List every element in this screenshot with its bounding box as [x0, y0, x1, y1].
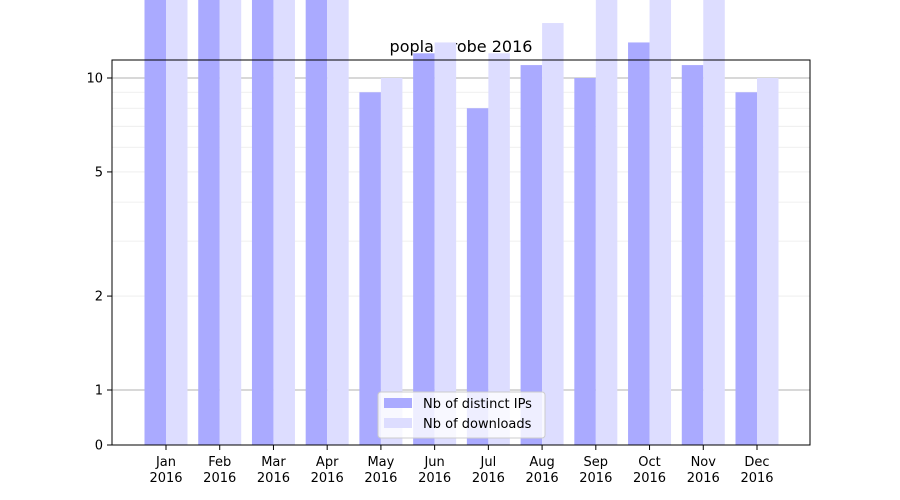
- x-tick-label-year: 2016: [579, 471, 612, 486]
- x-tick-label-month: Jul: [480, 455, 497, 470]
- bar-downloads: [757, 78, 779, 445]
- x-tick-label-year: 2016: [149, 471, 182, 486]
- bar-distinct-ips: [520, 65, 543, 445]
- x-axis: Jan2016Feb2016Mar2016Apr2016May2016Jun20…: [149, 445, 774, 486]
- bar-downloads: [219, 0, 242, 445]
- bar-distinct-ips: [251, 0, 274, 445]
- plot-frame: [111, 59, 811, 446]
- y-tick-label: 2: [95, 290, 103, 305]
- bar-downloads: [327, 0, 349, 446]
- x-tick-label-year: 2016: [257, 471, 290, 486]
- bar-downloads: [542, 23, 564, 445]
- bar-downloads: [273, 0, 295, 446]
- x-tick-label-year: 2016: [364, 471, 397, 486]
- bar-downloads: [488, 53, 510, 446]
- x-tick-label-month: Oct: [638, 455, 660, 470]
- y-axis: 0125102050100: [86, 72, 112, 454]
- bar-distinct-ips: [574, 78, 596, 445]
- chart-title: poplarprobe 2016: [390, 37, 533, 56]
- bar-downloads: [434, 42, 457, 445]
- x-tick-label-year: 2016: [418, 471, 451, 486]
- legend-box: [377, 391, 546, 439]
- x-tick-label-year: 2016: [740, 471, 773, 486]
- bar-distinct-ips: [466, 108, 489, 445]
- legend-label: Nb of downloads: [423, 417, 532, 432]
- x-tick-label-month: Jun: [423, 455, 444, 470]
- x-tick-label-month: Nov: [691, 455, 717, 470]
- x-tick-label-year: 2016: [526, 471, 559, 486]
- y-tick-label: 10: [86, 72, 103, 87]
- bar-downloads: [649, 0, 672, 446]
- bar-distinct-ips: [735, 92, 757, 445]
- x-tick-label-month: Jan: [155, 455, 176, 470]
- x-tick-label-month: Mar: [261, 455, 286, 470]
- legend: Nb of distinct IPs Nb of downloads: [377, 391, 546, 439]
- x-tick-label-month: May: [367, 455, 394, 470]
- bar-distinct-ips: [198, 0, 220, 445]
- bar-distinct-ips: [305, 0, 328, 445]
- legend-swatch: [384, 398, 412, 408]
- bar-distinct-ips: [681, 65, 704, 445]
- x-tick-label-year: 2016: [633, 471, 666, 486]
- bar-downloads: [595, 0, 618, 446]
- legend-swatch: [384, 418, 412, 428]
- bar-distinct-ips: [359, 92, 381, 445]
- bar-distinct-ips: [628, 42, 650, 445]
- bar-distinct-ips: [144, 0, 166, 446]
- x-tick-label-year: 2016: [203, 471, 236, 486]
- x-tick-label-month: Aug: [529, 455, 554, 470]
- legend-label: Nb of distinct IPs: [423, 397, 532, 412]
- x-tick-label-year: 2016: [472, 471, 505, 486]
- bar-downloads: [380, 78, 403, 445]
- x-tick-label-year: 2016: [311, 471, 344, 486]
- bar-downloads: [166, 0, 188, 445]
- y-tick-label: 5: [95, 165, 103, 180]
- x-tick-label-year: 2016: [687, 471, 720, 486]
- y-tick-label: 1: [95, 384, 103, 399]
- x-tick-label-month: Sep: [584, 455, 609, 470]
- y-tick-label: 0: [95, 439, 103, 454]
- bar-distinct-ips: [413, 53, 435, 446]
- bars: [144, 0, 779, 446]
- x-tick-label-month: Feb: [208, 455, 231, 470]
- x-tick-label-month: Dec: [744, 455, 769, 470]
- x-tick-label-month: Apr: [316, 455, 339, 470]
- bar-downloads: [703, 0, 725, 445]
